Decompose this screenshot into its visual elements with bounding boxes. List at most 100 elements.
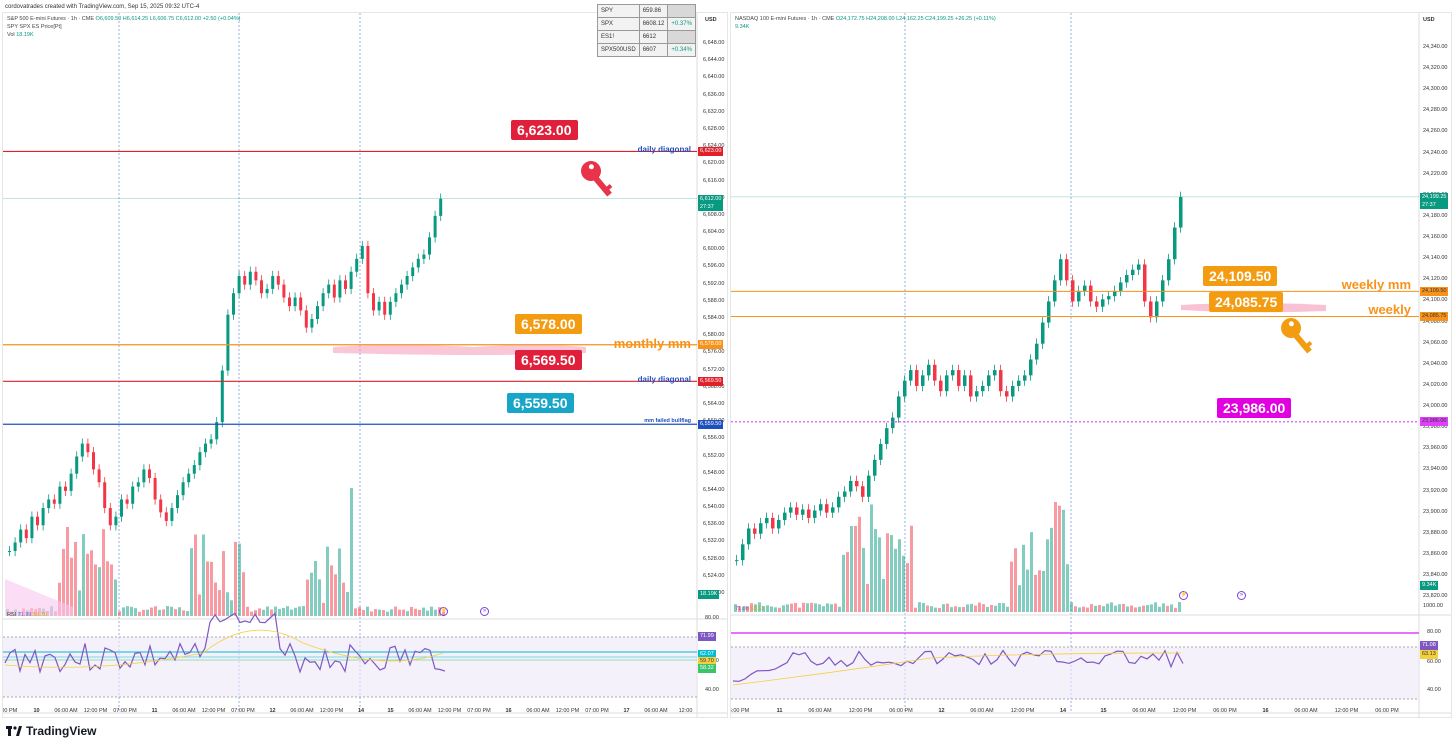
candle-body bbox=[204, 443, 207, 453]
volume-bar bbox=[1006, 606, 1009, 612]
volume-bar bbox=[1042, 570, 1045, 612]
volume-bar bbox=[258, 608, 261, 616]
candle-body bbox=[1137, 264, 1141, 270]
volume-bar bbox=[870, 504, 873, 612]
candle-body bbox=[304, 310, 308, 328]
tradingview-logo[interactable]: TradingView bbox=[6, 724, 96, 738]
candle-body bbox=[411, 267, 415, 277]
rsi-line bbox=[732, 649, 1184, 682]
forward-icon[interactable]: » bbox=[1237, 591, 1246, 600]
x-tick-label: 12:00 bbox=[678, 708, 693, 714]
volume-bar bbox=[1134, 607, 1137, 612]
volume-bar bbox=[886, 533, 889, 612]
volume-bar bbox=[370, 611, 373, 616]
volume-bar bbox=[1158, 606, 1161, 612]
candle-body bbox=[293, 297, 297, 307]
volume-bar bbox=[830, 604, 833, 612]
x-tick-label: 10 bbox=[33, 708, 40, 714]
volume-bar bbox=[1030, 532, 1033, 612]
volume-bar bbox=[1070, 602, 1073, 612]
volume-bar bbox=[310, 572, 313, 616]
volume-bar bbox=[750, 603, 753, 612]
nq-ohlc: O24,172.75 H24,208.00 L24,162.25 C24,199… bbox=[835, 16, 996, 22]
candle-body bbox=[30, 516, 34, 539]
candle-body bbox=[232, 293, 235, 315]
candle-body bbox=[927, 364, 931, 376]
forward-icon[interactable]: » bbox=[480, 607, 489, 616]
volume-bar bbox=[902, 555, 905, 612]
y-tick-label: 24,000.00 bbox=[1423, 403, 1448, 410]
volume-bar bbox=[302, 606, 305, 616]
candle-body bbox=[861, 486, 865, 497]
volume-bar bbox=[1018, 585, 1021, 612]
brand-name: TradingView bbox=[26, 724, 97, 738]
table-val: 6607 bbox=[638, 43, 669, 57]
flash-icon[interactable]: ⚡ bbox=[439, 607, 448, 616]
table-chg: +0.37% bbox=[667, 17, 696, 31]
table-val: 6608.12 bbox=[638, 17, 669, 31]
nq-chart-pane[interactable]: NASDAQ 100 E-mini Futures · 1h · CME O24… bbox=[730, 12, 1452, 718]
candle-body bbox=[1161, 280, 1165, 302]
volume-bar bbox=[766, 605, 769, 612]
candle-body bbox=[405, 276, 409, 285]
volume-bar bbox=[182, 610, 185, 616]
y-tick-label: 6,588.00 bbox=[703, 297, 725, 304]
volume-bar bbox=[1170, 604, 1173, 612]
candle-body bbox=[394, 293, 398, 302]
y-tick-label: 23,860.00 bbox=[1423, 550, 1448, 557]
volume-bar bbox=[250, 611, 253, 616]
y-tick-label: 6,528.00 bbox=[703, 555, 725, 562]
flash-icon[interactable]: ⚡ bbox=[1179, 591, 1188, 600]
volume-bar bbox=[326, 546, 329, 616]
volume-bar bbox=[790, 603, 793, 612]
volume-bar bbox=[346, 592, 349, 616]
volume-bar bbox=[850, 525, 853, 612]
nq-chart-canvas[interactable] bbox=[731, 13, 1452, 718]
x-tick-label: 12:00 PM bbox=[83, 708, 108, 714]
volume-bar bbox=[1094, 605, 1097, 612]
candle-body bbox=[1101, 299, 1105, 307]
volume-bar bbox=[914, 607, 917, 612]
level-axis-tag: 6,559.50 bbox=[698, 419, 724, 429]
volume-bar bbox=[106, 561, 109, 616]
candle-body bbox=[8, 551, 11, 553]
candle-body bbox=[433, 215, 437, 238]
candle-body bbox=[1083, 285, 1087, 291]
volume-bar bbox=[890, 535, 893, 612]
x-tick-label: 14 bbox=[1059, 708, 1067, 714]
x-tick-label: 06:00 PM bbox=[889, 708, 913, 714]
rsi-axis-tag: 63.13 bbox=[1420, 650, 1438, 659]
y-tick-label: 6,564.00 bbox=[703, 400, 725, 407]
candle-body bbox=[338, 280, 342, 298]
candle-body bbox=[945, 375, 949, 392]
volume-bar bbox=[882, 578, 885, 612]
key-icon bbox=[1281, 318, 1313, 354]
table-row: SPX500USD 6607 +0.34% bbox=[597, 43, 696, 57]
es-chart-pane[interactable]: S&P 500 E-mini Futures · 1h · CME O6,609… bbox=[2, 12, 728, 718]
y-tick-label: 6,544.00 bbox=[703, 486, 725, 493]
volume-bar bbox=[194, 534, 197, 616]
volume-bar bbox=[742, 606, 745, 612]
volume-bar bbox=[842, 554, 845, 612]
candle-body bbox=[226, 314, 230, 371]
volume-bar bbox=[802, 602, 805, 612]
volume-bar bbox=[126, 606, 129, 616]
candle-body bbox=[142, 469, 146, 483]
volume-bar bbox=[762, 606, 765, 612]
y-tick-label: 6,632.00 bbox=[703, 108, 725, 115]
es-chart-canvas[interactable] bbox=[3, 13, 728, 718]
volume-bar bbox=[162, 609, 165, 616]
y-tick-label: 24,100.00 bbox=[1423, 297, 1448, 304]
candle-body bbox=[310, 319, 314, 328]
volume-bar bbox=[814, 603, 817, 612]
candle-body bbox=[987, 375, 991, 386]
candle-body bbox=[176, 495, 179, 509]
candle-body bbox=[439, 198, 443, 216]
volume-bar bbox=[74, 541, 77, 616]
table-sym: SPX bbox=[597, 17, 640, 31]
volume-bar bbox=[746, 606, 749, 612]
candle-body bbox=[327, 284, 331, 294]
candle-body bbox=[1167, 259, 1171, 281]
volume-bar bbox=[942, 604, 945, 612]
table-val: 6612 bbox=[638, 30, 669, 44]
